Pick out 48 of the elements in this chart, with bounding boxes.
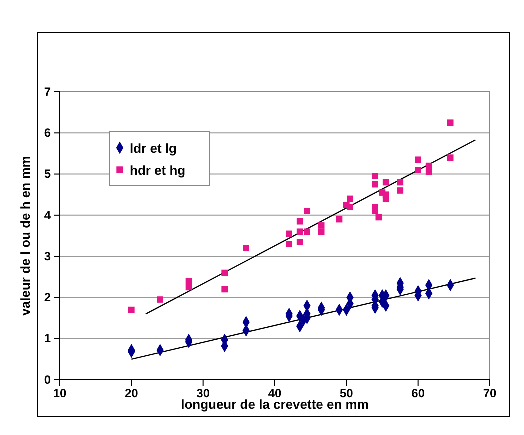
point [286,241,292,248]
y-tick-label: 7 [44,84,52,99]
y-tick-label: 6 [44,126,52,140]
x-tick-label: 60 [412,386,426,401]
point [318,222,325,229]
point [426,169,432,176]
point [304,228,310,236]
point [415,167,422,174]
point [415,156,422,164]
point [336,216,343,223]
point [318,228,325,236]
y-tick-label: 3 [44,249,52,264]
point [128,306,135,314]
x-tick-label: 10 [53,386,67,401]
point [426,162,432,170]
y-tick-label: 0 [44,372,52,387]
point [296,218,304,225]
point [186,284,192,291]
point [286,230,292,238]
x-tick-label: 70 [483,386,497,401]
y-tick-label: 1 [44,332,52,346]
point [186,278,192,284]
y-axis-title: valeur de l ou de h en mm [18,156,33,316]
point [372,208,378,214]
legend-label: ldr et lg [130,141,178,156]
y-tick-label: 2 [44,290,52,305]
point [372,181,378,188]
point [296,228,304,236]
point [222,286,228,293]
point [447,120,454,126]
point [397,179,404,186]
point [347,196,354,202]
point [304,208,310,214]
point [243,245,250,252]
point [382,179,390,186]
point [157,296,164,303]
point [447,154,454,161]
point [376,214,382,221]
x-tick-label: 20 [124,386,139,401]
point [347,204,354,210]
legend-label: hdr et hg [130,163,186,178]
point [222,270,228,276]
point [296,239,304,246]
y-tick-label: 5 [44,167,52,182]
y-tick-label: 4 [44,208,52,222]
point [372,173,378,180]
point [397,188,404,194]
point [382,196,390,202]
